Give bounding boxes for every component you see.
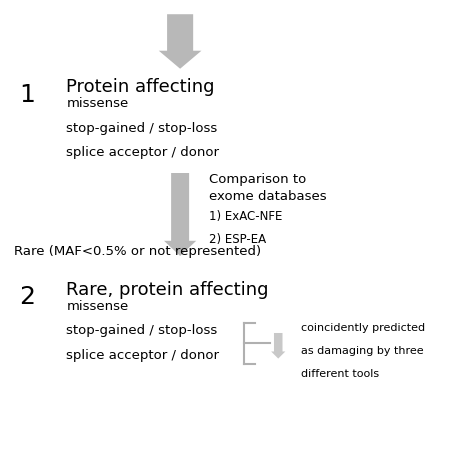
Text: Rare (MAF<0.5% or not represented): Rare (MAF<0.5% or not represented) <box>14 245 261 258</box>
Polygon shape <box>159 14 201 69</box>
Text: stop-gained / stop-loss: stop-gained / stop-loss <box>66 324 218 337</box>
Text: missense: missense <box>66 97 128 110</box>
Text: 1: 1 <box>19 83 35 107</box>
Text: 2) ESP-EA: 2) ESP-EA <box>209 233 266 246</box>
Text: Comparison to
exome databases: Comparison to exome databases <box>209 173 326 203</box>
Text: missense: missense <box>66 300 128 312</box>
Polygon shape <box>164 173 196 256</box>
Text: splice acceptor / donor: splice acceptor / donor <box>66 349 219 362</box>
Text: stop-gained / stop-loss: stop-gained / stop-loss <box>66 122 218 135</box>
Text: different tools: different tools <box>301 369 379 379</box>
Text: 1) ExAC-NFE: 1) ExAC-NFE <box>209 210 282 223</box>
Text: Protein affecting: Protein affecting <box>66 78 215 96</box>
Text: as damaging by three: as damaging by three <box>301 346 424 356</box>
Text: coincidently predicted: coincidently predicted <box>301 323 425 333</box>
Polygon shape <box>271 333 285 358</box>
Text: splice acceptor / donor: splice acceptor / donor <box>66 146 219 159</box>
Text: Rare, protein affecting: Rare, protein affecting <box>66 281 269 299</box>
Text: 2: 2 <box>19 285 35 310</box>
